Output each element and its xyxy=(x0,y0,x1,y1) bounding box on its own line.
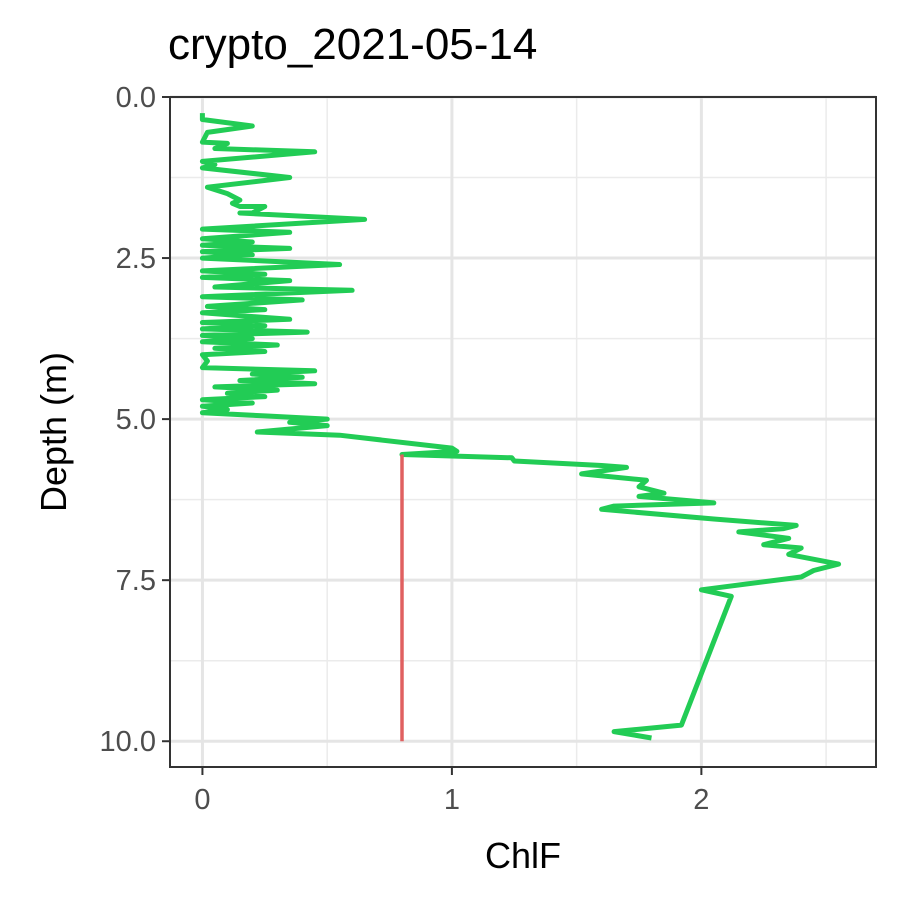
y-tick-label: 7.5 xyxy=(116,565,156,597)
y-tick-label: 2.5 xyxy=(116,243,156,275)
y-axis-title: Depth (m) xyxy=(33,352,74,512)
series-line-1 xyxy=(199,113,842,741)
x-axis-ticks: 0 1 2 xyxy=(194,767,709,816)
y-tick-label: 10.0 xyxy=(100,726,156,758)
chart-title: crypto_2021-05-14 xyxy=(168,20,538,69)
y-tick-label: 0.0 xyxy=(116,82,156,114)
x-tick-label: 2 xyxy=(693,784,709,816)
series-lines xyxy=(199,113,842,742)
y-tick-label: 5.0 xyxy=(116,404,156,436)
x-tick-label: 1 xyxy=(444,784,460,816)
x-axis-title: ChlF xyxy=(485,835,561,876)
y-axis-ticks: 0.0 2.5 5.0 7.5 10.0 xyxy=(100,82,170,758)
x-tick-label: 0 xyxy=(194,784,210,816)
panel-border xyxy=(169,96,877,768)
